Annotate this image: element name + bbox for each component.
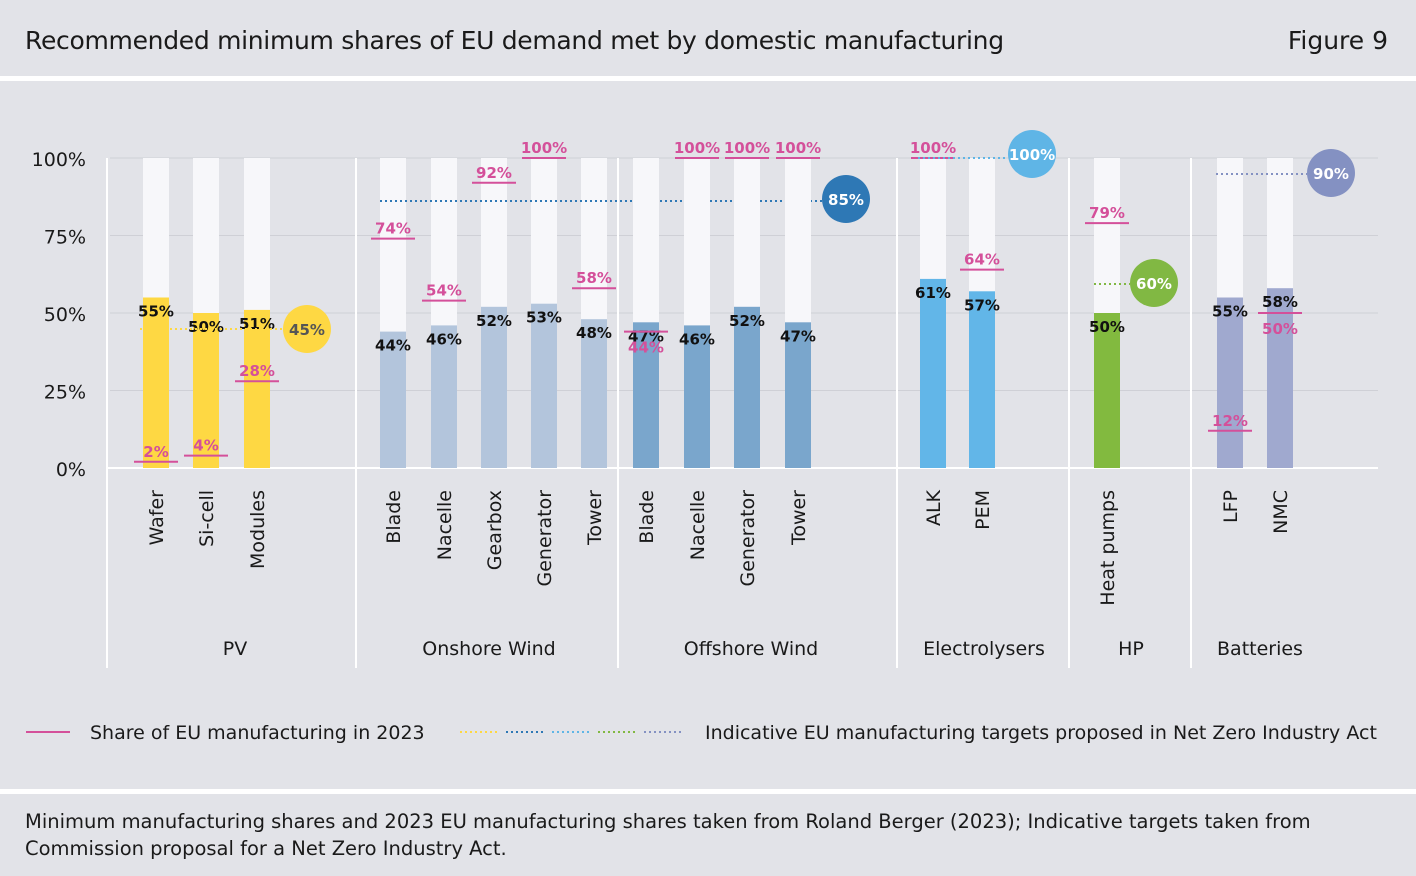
share-2023-label: 100% xyxy=(521,139,567,157)
category-label: Nacelle xyxy=(434,490,456,560)
bar-value-label: 57% xyxy=(964,296,1000,314)
y-tick-label: 50% xyxy=(44,304,86,326)
share-2023-label: 4% xyxy=(193,437,218,455)
target-bubble xyxy=(822,175,870,223)
target-bubble xyxy=(1307,149,1355,197)
bar xyxy=(1094,313,1120,468)
group-label: Batteries xyxy=(1217,638,1303,660)
share-2023-label: 64% xyxy=(964,251,1000,269)
category-label: NMC xyxy=(1270,490,1292,534)
bar xyxy=(633,322,659,468)
bar xyxy=(193,313,219,468)
bar-value-label: 47% xyxy=(780,327,816,345)
share-2023-label: 100% xyxy=(674,139,720,157)
category-label: Nacelle xyxy=(687,490,709,560)
category-label: Blade xyxy=(636,490,658,544)
bar xyxy=(244,309,270,468)
target-bubble xyxy=(283,305,331,353)
category-label: Tower xyxy=(788,490,810,546)
bar xyxy=(920,278,946,468)
share-2023-label: 12% xyxy=(1212,412,1248,430)
y-tick-label: 25% xyxy=(44,382,86,404)
share-2023-label: 92% xyxy=(476,164,512,182)
bar-chart: 100% 75% 50% 25% 0% 55% 2% Wafer 50% 4% Si-cell 51%… xyxy=(26,130,1378,744)
bar xyxy=(1267,288,1293,468)
share-2023-label: 100% xyxy=(910,139,956,157)
category-label: Si-cell xyxy=(196,490,218,547)
bar xyxy=(531,303,557,468)
group-label: Onshore Wind xyxy=(422,638,555,660)
target-value-label: 100% xyxy=(1009,146,1055,164)
category-label: LFP xyxy=(1220,490,1242,523)
bar-value-label: 55% xyxy=(138,303,174,321)
category-label: Tower xyxy=(584,490,606,546)
group-label: PV xyxy=(223,638,247,660)
bar-value-label: 46% xyxy=(679,330,715,348)
bar-value-label: 48% xyxy=(576,324,612,342)
bar-value-label: 52% xyxy=(729,312,765,330)
target-value-label: 60% xyxy=(1136,275,1172,293)
category-label: Gearbox xyxy=(484,490,506,570)
figure-label: Figure 9 xyxy=(1287,26,1388,55)
bar-value-label: 55% xyxy=(1212,303,1248,321)
share-2023-label: 2% xyxy=(143,443,168,461)
category-label: Blade xyxy=(383,490,405,544)
share-2023-label: 100% xyxy=(724,139,770,157)
bar-value-label: 51% xyxy=(239,315,275,333)
category-label: Modules xyxy=(247,490,269,569)
category-label: Generator xyxy=(534,490,556,587)
target-value-label: 45% xyxy=(289,321,325,339)
y-tick-label: 0% xyxy=(56,459,86,481)
bar xyxy=(969,291,995,468)
category-label: PEM xyxy=(972,490,994,530)
bar-value-label: 52% xyxy=(476,312,512,330)
share-2023-label: 74% xyxy=(375,220,411,238)
share-2023-label: 58% xyxy=(576,269,612,287)
bar-value-label: 50% xyxy=(1089,318,1125,336)
bar-value-label: 58% xyxy=(1262,293,1298,311)
y-tick-label: 100% xyxy=(32,149,86,171)
target-value-label: 85% xyxy=(828,191,864,209)
bar xyxy=(143,297,169,468)
bar xyxy=(481,306,507,468)
group-label: Electrolysers xyxy=(923,638,1045,660)
category-label: Wafer xyxy=(146,490,168,546)
group-label: Offshore Wind xyxy=(684,638,818,660)
bar xyxy=(1217,297,1243,468)
bar xyxy=(380,331,406,468)
group-label: HP xyxy=(1118,638,1144,660)
target-value-label: 90% xyxy=(1313,165,1349,183)
figure-title: Recommended minimum shares of EU demand … xyxy=(25,26,1004,55)
share-2023-label: 28% xyxy=(239,362,275,380)
category-label: ALK xyxy=(923,489,945,526)
legend-target-label: Indicative EU manufacturing targets prop… xyxy=(705,722,1377,744)
share-2023-label: 44% xyxy=(628,339,664,357)
bar xyxy=(785,322,811,468)
share-2023-label: 100% xyxy=(775,139,821,157)
legend-share-label: Share of EU manufacturing in 2023 xyxy=(90,722,425,744)
top-divider xyxy=(0,76,1416,81)
bar xyxy=(581,319,607,468)
source-note: Minimum manufacturing shares and 2023 EU… xyxy=(25,810,1311,860)
bar xyxy=(684,325,710,468)
bar xyxy=(431,325,457,468)
category-label: Generator xyxy=(737,490,759,587)
bottom-divider xyxy=(0,789,1416,794)
share-2023-label: 79% xyxy=(1089,204,1125,222)
y-tick-label: 75% xyxy=(44,227,86,249)
bar-value-label: 46% xyxy=(426,330,462,348)
bar-value-label: 53% xyxy=(526,309,562,327)
category-label: Heat pumps xyxy=(1097,490,1119,606)
bar-value-label: 44% xyxy=(375,337,411,355)
target-bubble xyxy=(1130,259,1178,307)
bar-value-label: 61% xyxy=(915,284,951,302)
target-bubble xyxy=(1008,130,1056,178)
share-2023-label: 50% xyxy=(1262,320,1298,338)
figure-header: Recommended minimum shares of EU demand … xyxy=(0,0,1416,76)
share-2023-label: 54% xyxy=(426,282,462,300)
bar-value-label: 50% xyxy=(188,318,224,336)
bar xyxy=(734,306,760,468)
